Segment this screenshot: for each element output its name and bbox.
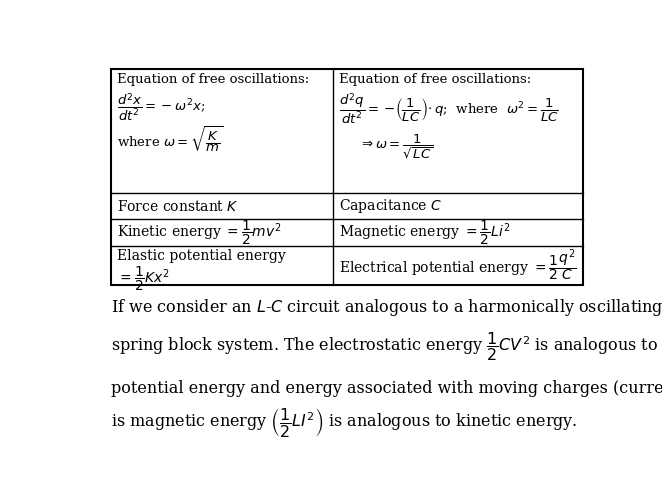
Text: If we consider an $L$-$C$ circuit analogous to a harmonically oscillating: If we consider an $L$-$C$ circuit analog… [111, 297, 662, 318]
Text: Electrical potential energy $= \dfrac{1}{2}\dfrac{q^2}{C}$: Electrical potential energy $= \dfrac{1}… [339, 248, 577, 283]
Text: where $\omega = \sqrt{\dfrac{K}{m}}$: where $\omega = \sqrt{\dfrac{K}{m}}$ [117, 125, 224, 155]
Text: Force constant $K$: Force constant $K$ [117, 199, 239, 214]
Text: Capacitance $C$: Capacitance $C$ [339, 197, 442, 215]
Text: Kinetic energy $= \dfrac{1}{2}mv^2$: Kinetic energy $= \dfrac{1}{2}mv^2$ [117, 218, 281, 247]
Text: potential energy and energy associated with moving charges (current) that: potential energy and energy associated w… [111, 380, 662, 397]
Text: $\Rightarrow \omega = \dfrac{1}{\sqrt{LC}}$: $\Rightarrow \omega = \dfrac{1}{\sqrt{LC… [359, 133, 434, 161]
Text: Magnetic energy $= \dfrac{1}{2}Li^2$: Magnetic energy $= \dfrac{1}{2}Li^2$ [339, 218, 510, 247]
Text: is magnetic energy $\left(\dfrac{1}{2}LI^2\right)$ is analogous to kinetic energ: is magnetic energy $\left(\dfrac{1}{2}LI… [111, 407, 577, 440]
Text: spring block system. The electrostatic energy $\dfrac{1}{2}CV^2$ is analogous to: spring block system. The electrostatic e… [111, 330, 658, 363]
Text: $= \dfrac{1}{2}Kx^2$: $= \dfrac{1}{2}Kx^2$ [117, 265, 170, 293]
Text: $\dfrac{d^2q}{dt^2} = -\!\left(\dfrac{1}{LC}\right)\!\cdot q$;  where  $\omega^2: $\dfrac{d^2q}{dt^2} = -\!\left(\dfrac{1}… [339, 91, 559, 126]
Text: Equation of free oscillations:: Equation of free oscillations: [117, 72, 309, 85]
Text: Equation of free oscillations:: Equation of free oscillations: [339, 72, 531, 85]
Bar [111, 69, 583, 284]
Text: Elastic potential energy: Elastic potential energy [117, 249, 286, 263]
Text: $\dfrac{d^2x}{dt^2} = -\omega^2 x$;: $\dfrac{d^2x}{dt^2} = -\omega^2 x$; [117, 91, 206, 123]
